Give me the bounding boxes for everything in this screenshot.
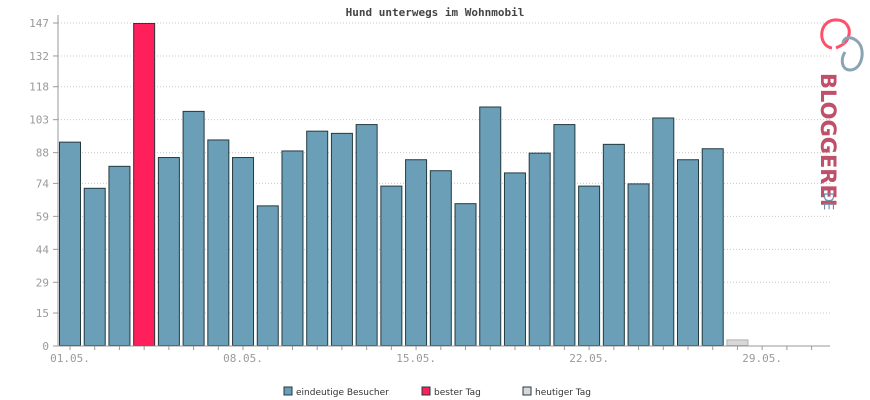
- bar: [330, 132, 353, 346]
- bar: [232, 157, 255, 346]
- chart-title: Hund unterwegs im Wohnmobil: [346, 6, 525, 19]
- bar: [429, 170, 452, 346]
- bar: [578, 185, 601, 346]
- bar: [701, 148, 724, 346]
- bar: [380, 185, 403, 346]
- logo-text: BLOGGEREI: [816, 73, 840, 207]
- x-tick-label: 22.05.: [569, 352, 609, 365]
- bar: [157, 157, 180, 346]
- y-tick-label: 74: [36, 177, 50, 190]
- bar: [503, 172, 526, 346]
- bar: [355, 124, 378, 346]
- bar: [652, 117, 675, 347]
- y-tick-label: 59: [36, 210, 49, 223]
- legend-label: bester Tag: [434, 388, 481, 398]
- y-axis-ticks: 0 15 29 44 59 74 88 103 118 132 147: [29, 17, 58, 353]
- bar: [602, 143, 625, 346]
- x-tick-label: 01.05.: [50, 352, 90, 365]
- x-axis-ticks: 01.05. 08.05. 15.05. 22.05. 29.05.: [50, 346, 813, 365]
- legend-label: eindeutige Besucher: [296, 388, 389, 398]
- y-tick-label: 29: [36, 276, 49, 289]
- logo-suffix: .DE: [820, 188, 835, 210]
- bar: [553, 124, 576, 346]
- axes: [57, 15, 830, 347]
- bar: [182, 110, 205, 346]
- bar: [256, 205, 279, 346]
- x-tick-label: 15.05.: [396, 352, 436, 365]
- y-tick-label: 15: [36, 307, 49, 320]
- bar: [207, 139, 230, 346]
- bars: [59, 23, 749, 347]
- y-tick-label: 44: [36, 243, 50, 256]
- x-tick-label: 08.05.: [223, 352, 263, 365]
- y-tick-label: 103: [29, 114, 49, 127]
- bar: [479, 106, 502, 346]
- legend-swatch: [283, 386, 293, 396]
- bar-best-day: [133, 23, 156, 346]
- bar-today: [726, 339, 749, 347]
- bar: [281, 150, 304, 346]
- legend-swatch: [522, 386, 532, 396]
- bar: [306, 130, 329, 346]
- bar: [108, 165, 131, 346]
- bar: [454, 203, 477, 346]
- legend: eindeutige Besucher bester Tag heutiger Ta…: [283, 386, 591, 398]
- legend-swatch: [421, 386, 431, 396]
- bloggerei-logo: BLOGGEREI .DE: [816, 18, 864, 210]
- bar: [528, 152, 551, 346]
- bar: [83, 187, 106, 346]
- y-tick-label: 118: [29, 81, 49, 94]
- bar: [59, 141, 81, 346]
- bar: [677, 159, 699, 346]
- bar: [627, 183, 650, 346]
- y-tick-label: 147: [29, 17, 49, 30]
- y-tick-label: 132: [29, 50, 49, 63]
- y-tick-label: 88: [36, 147, 49, 160]
- y-tick-label: 0: [42, 340, 49, 353]
- x-tick-label: 29.05.: [742, 352, 782, 365]
- bar: [405, 159, 428, 346]
- logo-icon: [820, 18, 864, 72]
- legend-label: heutiger Tag: [535, 388, 591, 398]
